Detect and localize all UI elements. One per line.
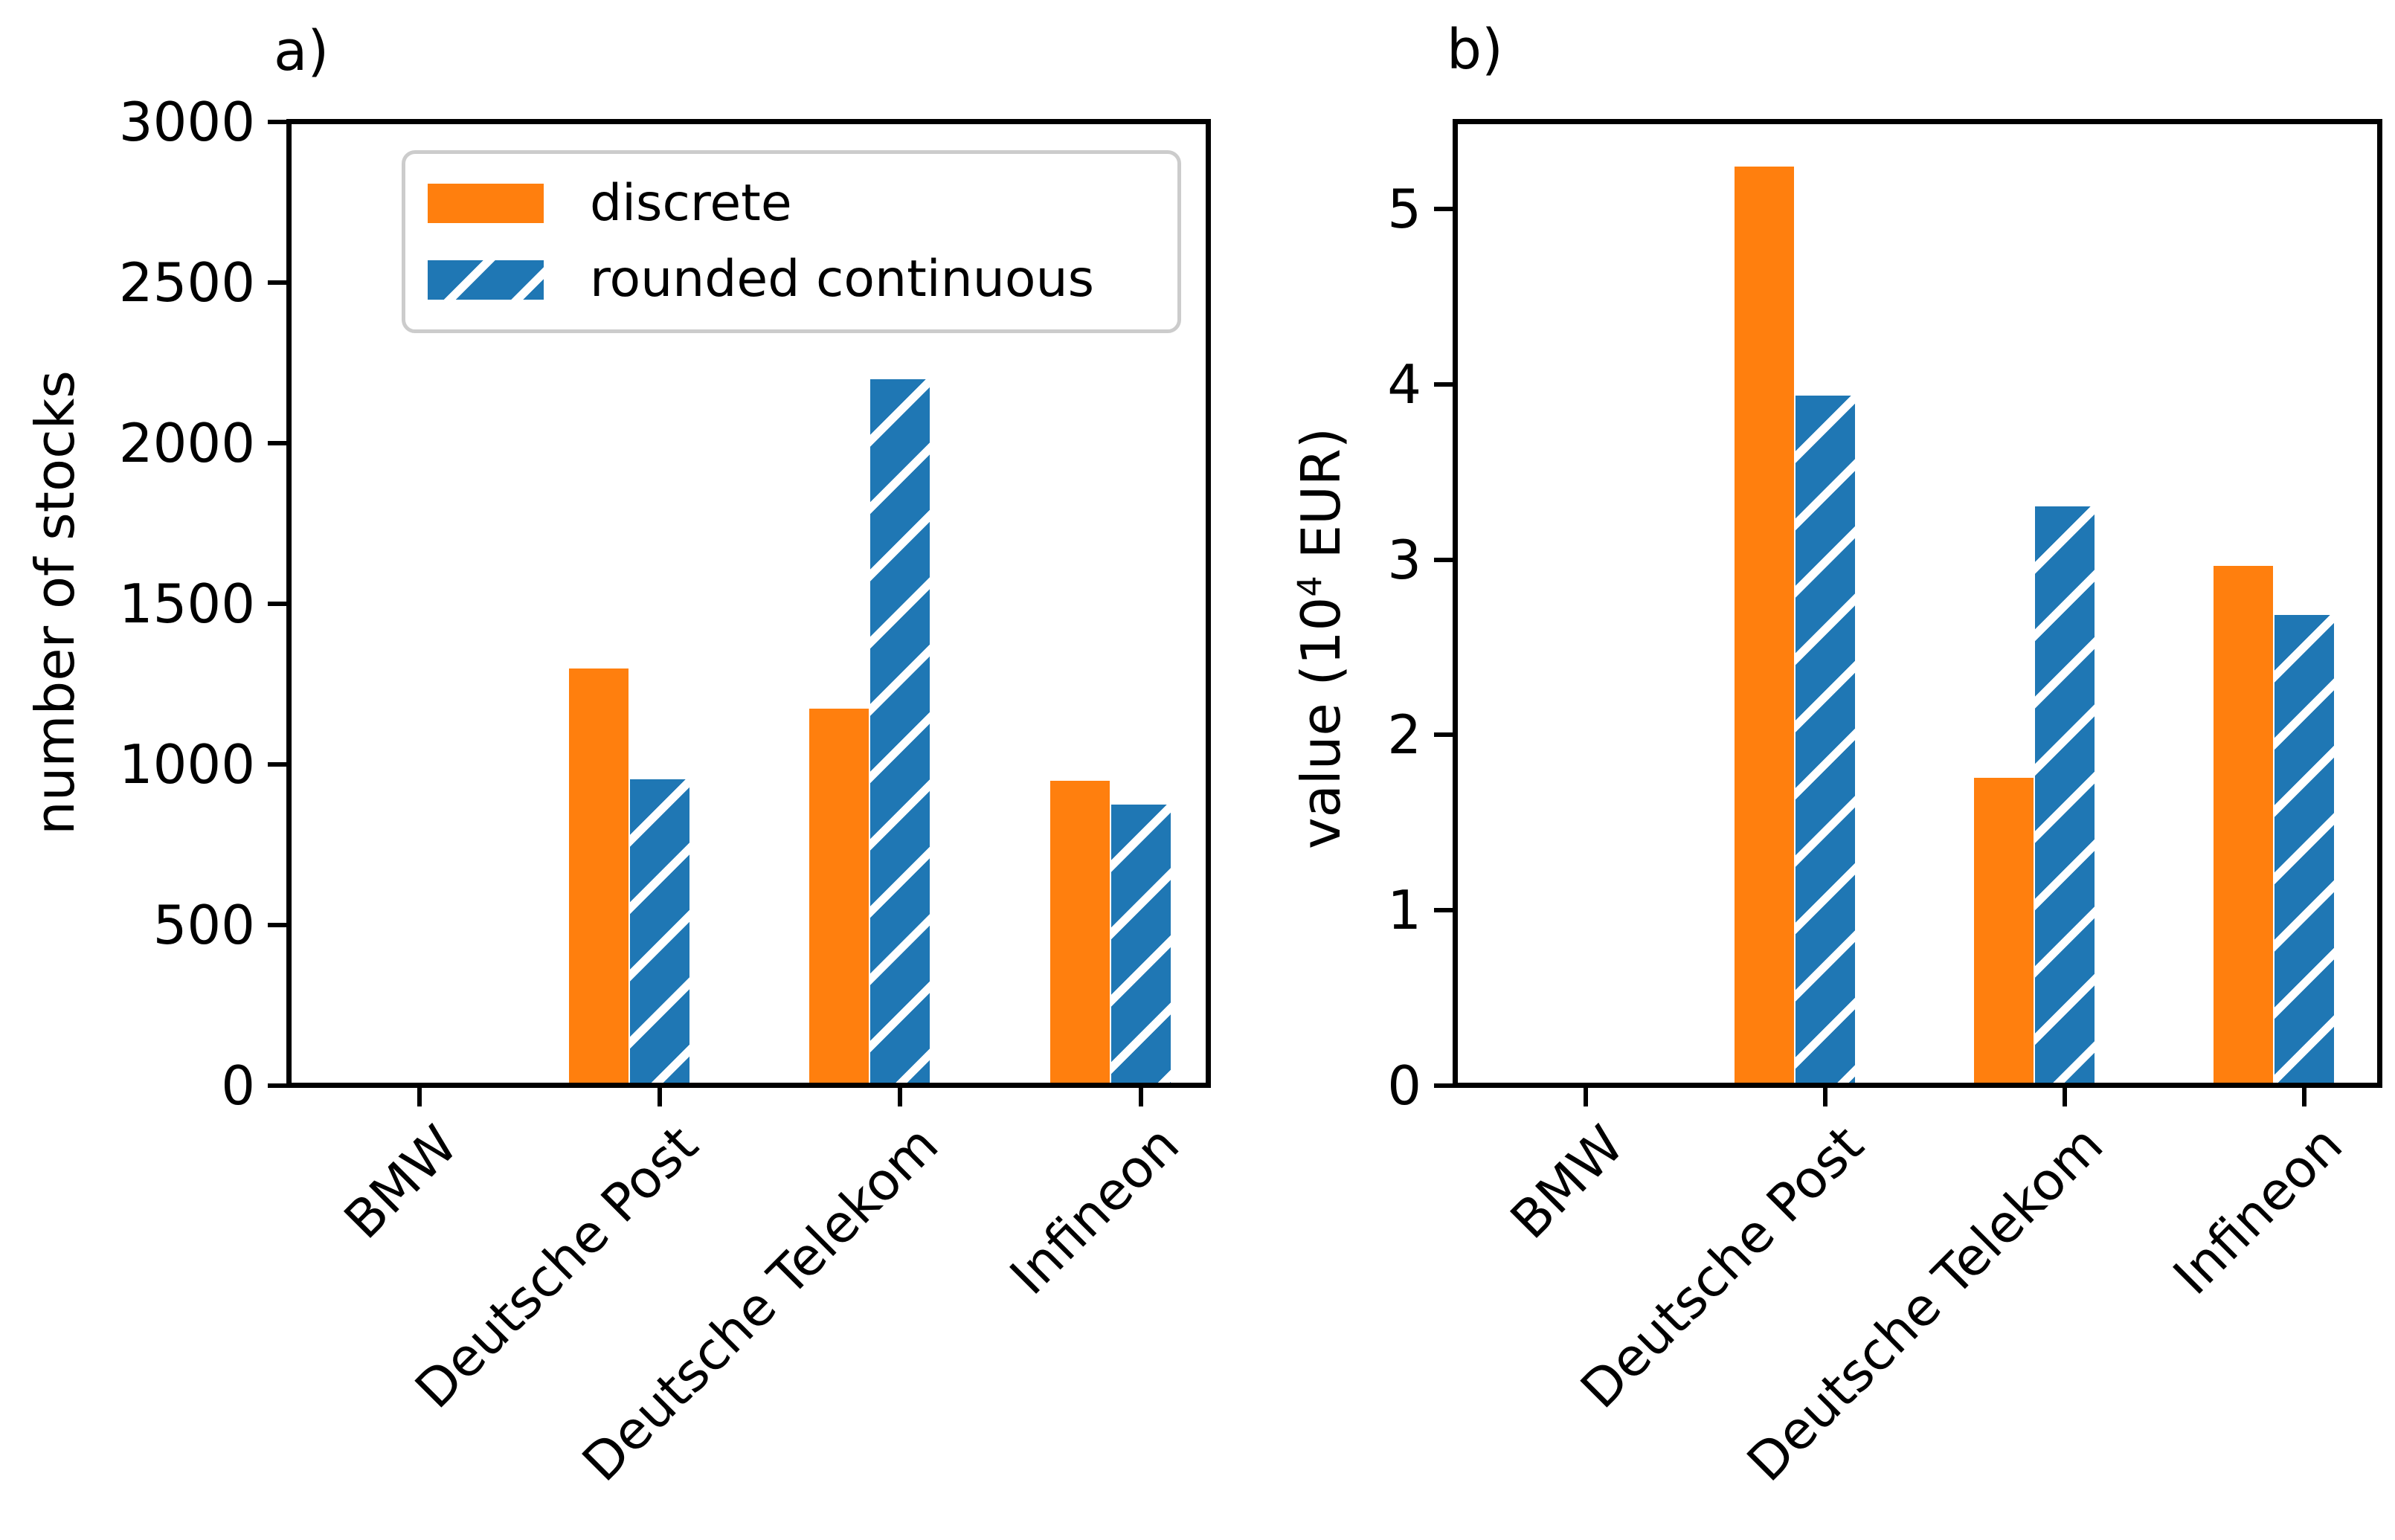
y-tick-label-5-b: 5 — [1387, 178, 1421, 241]
y-tick-3000-a — [268, 119, 286, 124]
bar-rounded-continuous-deutsche-telekom-a — [870, 378, 930, 1083]
x-tick-bmw-b — [1583, 1088, 1588, 1106]
y-tick-1-b — [1434, 907, 1453, 912]
x-tick-bmw-a — [417, 1088, 422, 1106]
y-tick-label-2500-a: 2500 — [118, 251, 255, 314]
y-tick-label-0-b: 0 — [1387, 1054, 1421, 1117]
x-tick-deutsche-telekom-b — [2062, 1088, 2067, 1106]
legend: discrete rounded continuous — [402, 150, 1181, 333]
y-tick-2500-a — [268, 280, 286, 285]
panel-a-label: a) — [274, 19, 329, 83]
x-tick-label-infineon-b: Infineon — [2161, 1114, 2355, 1307]
x-tick-deutsche-post-a — [658, 1088, 663, 1106]
plot-box-a — [286, 119, 1211, 1088]
bar-discrete-infineon-b — [2214, 565, 2273, 1083]
y-tick-label-1-b: 1 — [1387, 878, 1421, 941]
y-tick-3-b — [1434, 557, 1453, 562]
y-tick-label-500-a: 500 — [152, 893, 255, 956]
x-tick-deutsche-post-b — [1823, 1088, 1828, 1106]
orange-solid-swatch-icon — [428, 184, 544, 224]
y-tick-label-3-b: 3 — [1387, 528, 1421, 591]
y-tick-label-2-b: 2 — [1387, 703, 1421, 767]
y-tick-500-a — [268, 922, 286, 927]
legend-item-discrete: discrete — [428, 173, 1177, 233]
y-tick-1000-a — [268, 761, 286, 767]
bar-discrete-deutsche-telekom-a — [809, 708, 869, 1083]
y-tick-0-a — [268, 1083, 286, 1088]
legend-label-discrete: discrete — [590, 173, 792, 233]
y-tick-label-1500-a: 1500 — [118, 572, 255, 635]
bar-discrete-deutsche-post-b — [1735, 166, 1795, 1083]
y-tick-label-3000-a: 3000 — [118, 90, 255, 153]
bar-rounded-continuous-infineon-b — [2275, 614, 2334, 1083]
y-tick-2000-a — [268, 440, 286, 445]
legend-label-rounded-continuous: rounded continuous — [590, 250, 1095, 309]
bar-discrete-infineon-a — [1049, 780, 1110, 1083]
bar-rounded-continuous-deutsche-post-a — [630, 779, 690, 1083]
panel-b-label: b) — [1447, 18, 1503, 82]
y-tick-label-2000-a: 2000 — [118, 411, 255, 474]
x-tick-infineon-b — [2302, 1088, 2306, 1106]
x-tick-label-bmw-b: BMW — [1499, 1114, 1636, 1251]
bar-rounded-continuous-infineon-a — [1110, 805, 1171, 1083]
y-tick-5-b — [1434, 207, 1453, 212]
y-tick-4-b — [1434, 381, 1453, 387]
legend-item-rounded-continuous: rounded continuous — [428, 253, 1177, 306]
y-tick-2-b — [1434, 732, 1453, 738]
y-tick-0-b — [1434, 1083, 1453, 1088]
bar-rounded-continuous-deutsche-post-b — [1796, 396, 1856, 1083]
bar-discrete-deutsche-telekom-b — [1973, 777, 2034, 1083]
x-tick-label-infineon-a: Infineon — [998, 1114, 1191, 1307]
y-tick-label-0-a: 0 — [221, 1054, 255, 1117]
bar-rounded-continuous-deutsche-telekom-b — [2034, 506, 2095, 1083]
blue-hatched-swatch-icon — [428, 260, 544, 300]
y-tick-label-4-b: 4 — [1387, 352, 1421, 416]
y-tick-1500-a — [268, 601, 286, 606]
y-tick-label-1000-a: 1000 — [118, 732, 255, 796]
x-tick-label-bmw-a: BMW — [332, 1114, 470, 1251]
x-tick-infineon-a — [1138, 1088, 1143, 1106]
plot-box-b — [1453, 119, 2382, 1088]
x-tick-deutsche-telekom-a — [898, 1088, 903, 1106]
bar-discrete-deutsche-post-a — [569, 668, 629, 1083]
